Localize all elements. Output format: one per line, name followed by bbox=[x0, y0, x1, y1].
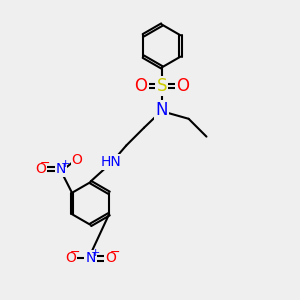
Text: O: O bbox=[135, 77, 148, 95]
Text: N: N bbox=[56, 162, 66, 176]
Text: S: S bbox=[157, 77, 167, 95]
Text: +: + bbox=[91, 248, 100, 258]
Text: O: O bbox=[35, 162, 46, 176]
Text: O: O bbox=[72, 152, 83, 167]
Text: HN: HN bbox=[101, 155, 122, 169]
Text: N: N bbox=[156, 101, 168, 119]
Text: −: − bbox=[110, 246, 121, 259]
Text: N: N bbox=[85, 251, 96, 266]
Text: +: + bbox=[61, 159, 70, 169]
Text: −: − bbox=[70, 246, 80, 259]
Text: O: O bbox=[176, 77, 189, 95]
Text: −: − bbox=[40, 157, 51, 170]
Text: O: O bbox=[65, 251, 76, 266]
Text: O: O bbox=[105, 251, 116, 266]
